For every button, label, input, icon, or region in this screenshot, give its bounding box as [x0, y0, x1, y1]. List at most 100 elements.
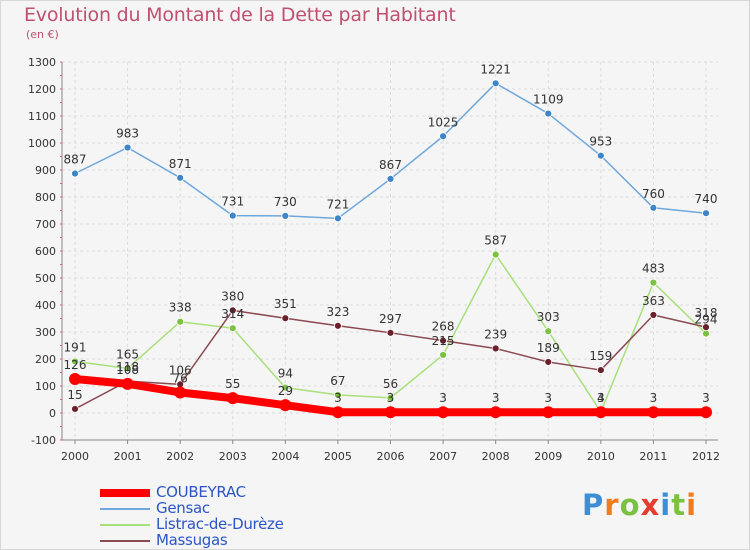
- data-label-massugas: 239: [484, 327, 507, 341]
- data-label-massugas: 363: [642, 294, 665, 308]
- data-label-coubeyrac: 3: [544, 391, 552, 405]
- logo-letter: i: [660, 488, 672, 522]
- data-label-listrac-de-dur-ze: 4: [597, 391, 605, 405]
- y-tick-label: 300: [35, 326, 56, 339]
- data-label-coubeyrac: 76: [173, 371, 188, 385]
- x-tick-label: 2001: [114, 450, 142, 463]
- x-tick-label: 2003: [219, 450, 247, 463]
- x-tick-label: 2008: [482, 450, 510, 463]
- data-label-coubeyrac: 126: [64, 358, 87, 372]
- data-point-coubeyrac: [174, 386, 187, 399]
- data-point-massugas: [71, 405, 79, 413]
- data-label-massugas: 118: [116, 360, 139, 374]
- data-label-gensac: 740: [695, 192, 718, 206]
- y-tick-label: 900: [35, 164, 56, 177]
- data-point-coubeyrac: [542, 406, 555, 419]
- data-label-gensac: 1221: [480, 62, 511, 76]
- data-label-coubeyrac: 55: [225, 377, 240, 391]
- data-label-coubeyrac: 29: [278, 384, 293, 398]
- logo-letter: P: [582, 488, 605, 522]
- data-point-listrac-de-dur-ze: [649, 278, 658, 287]
- data-point-coubeyrac: [437, 406, 450, 419]
- data-point-listrac-de-dur-ze: [71, 357, 79, 366]
- data-label-massugas: 351: [274, 297, 297, 311]
- y-tick-label: -100: [31, 434, 56, 447]
- data-point-listrac-de-dur-ze: [386, 393, 395, 402]
- data-label-massugas: 318: [695, 306, 718, 320]
- x-tick-label: 2009: [534, 450, 562, 463]
- data-point-gensac: [176, 173, 185, 182]
- data-label-massugas: 323: [326, 305, 349, 319]
- y-tick-label: 1300: [28, 56, 56, 69]
- data-point-coubeyrac: [226, 392, 239, 405]
- data-label-coubeyrac: 3: [597, 391, 605, 405]
- chart-unit: (en €): [26, 28, 59, 41]
- data-point-gensac: [281, 211, 290, 220]
- y-tick-label: 600: [35, 245, 56, 258]
- data-label-listrac-de-dur-ze: 314: [221, 307, 244, 321]
- x-tick-label: 2005: [324, 450, 352, 463]
- data-point-coubeyrac: [647, 406, 660, 419]
- data-label-listrac-de-dur-ze: 94: [278, 367, 293, 381]
- y-tick-label: 1100: [28, 110, 56, 123]
- logo-letter: i: [686, 488, 698, 522]
- data-label-coubeyrac: 3: [650, 391, 658, 405]
- data-label-coubeyrac: 3: [439, 391, 447, 405]
- y-tick-label: 1000: [28, 137, 56, 150]
- data-point-gensac: [596, 151, 605, 160]
- data-label-listrac-de-dur-ze: 67: [330, 374, 345, 388]
- data-label-massugas: 380: [221, 289, 244, 303]
- y-tick-label: 400: [35, 299, 56, 312]
- legend-item-massugas: Massugas: [100, 531, 360, 549]
- data-label-coubeyrac: 108: [116, 363, 139, 377]
- chart-title: Evolution du Montant de la Dette par Hab…: [24, 4, 456, 26]
- logo-letter: r: [604, 488, 620, 522]
- logo-letter: x: [640, 488, 661, 522]
- y-tick-label: 800: [35, 191, 56, 204]
- y-tick-label: 500: [35, 272, 56, 285]
- legend-label-coubeyrac: COUBEYRAC: [156, 483, 246, 501]
- data-label-listrac-de-dur-ze: 165: [116, 347, 139, 361]
- data-point-coubeyrac: [121, 377, 134, 390]
- data-point-listrac-de-dur-ze: [334, 391, 342, 399]
- data-point-gensac: [649, 203, 658, 212]
- data-label-gensac: 1109: [533, 93, 564, 107]
- data-point-listrac-de-dur-ze: [123, 364, 132, 373]
- data-point-gensac: [71, 169, 79, 178]
- data-point-coubeyrac: [594, 406, 607, 419]
- data-label-gensac: 871: [169, 157, 192, 171]
- legend-item-coubeyrac: COUBEYRAC: [100, 483, 360, 501]
- data-label-listrac-de-dur-ze: 215: [432, 334, 455, 348]
- data-label-listrac-de-dur-ze: 191: [64, 340, 87, 354]
- data-point-massugas: [439, 336, 447, 345]
- data-label-listrac-de-dur-ze: 587: [484, 234, 507, 248]
- data-point-coubeyrac: [489, 406, 502, 419]
- legend-swatch-gensac: [100, 508, 150, 510]
- x-tick-label: 2007: [429, 450, 457, 463]
- y-tick-label: 700: [35, 218, 56, 231]
- data-point-coubeyrac: [279, 399, 292, 412]
- data-label-massugas: 159: [589, 349, 612, 363]
- data-label-gensac: 887: [64, 153, 87, 167]
- data-label-gensac: 867: [379, 158, 402, 172]
- data-point-gensac: [228, 211, 237, 220]
- data-point-coubeyrac: [331, 406, 344, 419]
- data-label-gensac: 731: [221, 195, 244, 209]
- data-point-massugas: [228, 306, 237, 315]
- legend-item-gensac: Gensac: [100, 499, 360, 517]
- data-label-coubeyrac: 3: [492, 391, 500, 405]
- legend-swatch-coubeyrac: [100, 489, 150, 497]
- legend-item-listrac: Listrac-de-Durèze: [100, 515, 360, 533]
- y-tick-label: 1200: [28, 83, 56, 96]
- data-label-massugas: 15: [67, 388, 82, 402]
- data-label-listrac-de-dur-ze: 294: [695, 313, 718, 327]
- legend-label-listrac: Listrac-de-Durèze: [156, 515, 284, 533]
- logo-letter: t: [671, 488, 687, 522]
- legend-label-massugas: Massugas: [156, 531, 228, 549]
- data-label-listrac-de-dur-ze: 56: [383, 377, 398, 391]
- data-label-gensac: 953: [589, 135, 612, 149]
- data-label-gensac: 730: [274, 195, 297, 209]
- data-point-coubeyrac: [69, 372, 81, 385]
- data-label-gensac: 983: [116, 127, 139, 141]
